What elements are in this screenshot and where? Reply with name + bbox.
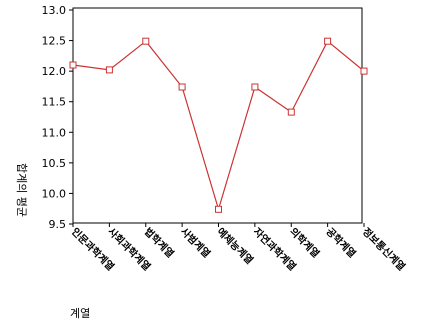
data-point-marker [69,61,77,69]
data-point-marker [360,67,368,75]
series-line [72,40,365,212]
y-tick-label: 12.5 [42,35,67,48]
x-axis-ticks [72,223,365,227]
x-category-label: 예체능계열 [214,225,256,267]
x-category-label: 법학계열 [142,225,177,260]
x-category-label: 사범계열 [178,225,213,260]
x-category-label: 정보통신계열 [360,225,408,273]
y-tick-label: 11.5 [42,96,67,109]
plot-area-frame [72,7,363,224]
series-markers [69,37,368,213]
data-point-marker [324,37,332,45]
x-category-label: 의학계열 [287,225,322,260]
data-point-marker [287,108,295,116]
y-tick-label: 10.5 [42,157,67,170]
y-axis-title: 합계의 평균 [15,163,28,217]
data-point-marker [215,205,222,213]
y-tick-label: 12.0 [42,65,67,78]
x-category-label: 공학계열 [324,225,359,260]
y-axis-ticks: 13.0 12.5 12.0 11.5 11.0 10.5 10.0 9.5 [42,4,73,231]
data-point-marker [142,37,150,45]
y-tick-label: 9.5 [49,218,67,231]
data-point-marker [251,83,259,91]
y-tick-label: 10.0 [42,187,67,200]
data-point-marker [178,83,186,91]
data-point-marker [105,66,113,74]
y-tick-label: 11.0 [42,126,67,139]
x-axis-title: 계열 [70,307,90,320]
y-tick-label: 13.0 [42,4,67,17]
